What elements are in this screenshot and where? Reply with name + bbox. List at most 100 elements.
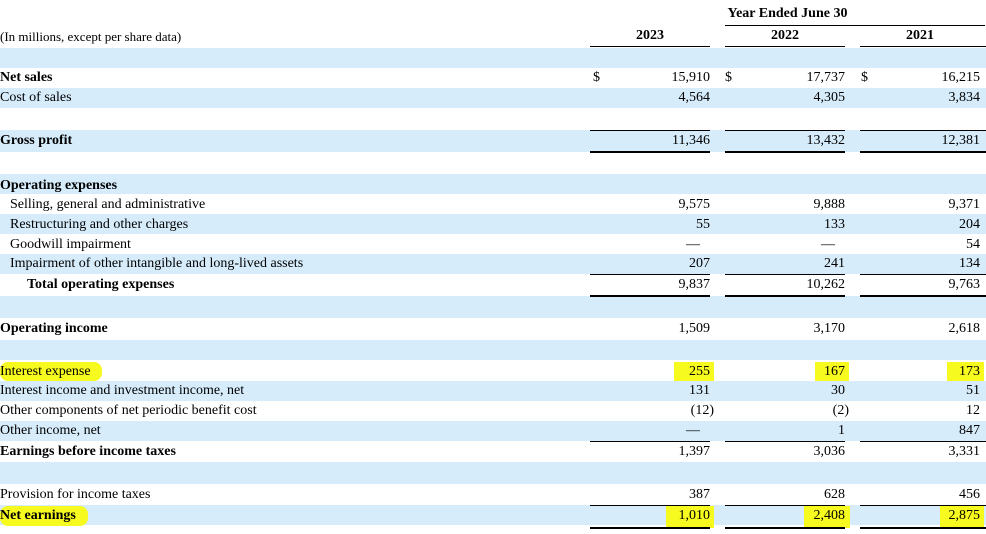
band	[0, 214, 986, 234]
rule	[860, 130, 986, 131]
table-row-total-operating-expenses: Total operating expenses 9,837 10,262 9,…	[0, 275, 986, 295]
double-rule	[860, 151, 986, 153]
value-2021: 12	[966, 403, 980, 418]
highlight-mark	[815, 362, 849, 381]
rule	[860, 274, 986, 275]
value-2021: 9,763	[948, 277, 981, 292]
row-label: Goodwill impairment	[10, 237, 131, 252]
value-2023: —	[686, 237, 700, 252]
value-2022: 167	[824, 364, 845, 379]
value-2022: 17,737	[806, 70, 846, 85]
row-label: Cost of sales	[0, 90, 72, 105]
value-2021: 2,875	[948, 508, 981, 523]
table-row-sga: Selling, general and administrative 9,57…	[0, 195, 986, 215]
value-2021: 12,381	[941, 133, 981, 148]
section-heading: Operating expenses	[0, 178, 118, 193]
band	[0, 421, 986, 441]
value-2023: 9,575	[678, 197, 711, 212]
double-rule	[725, 295, 845, 297]
value-2021: 3,331	[948, 444, 981, 459]
value-2023: 1,397	[678, 444, 711, 459]
value-2022: 628	[824, 487, 845, 502]
double-rule	[725, 527, 845, 529]
double-rule	[590, 527, 710, 529]
double-rule	[860, 295, 986, 297]
value-2021: 134	[959, 256, 980, 271]
value-2023: —	[686, 423, 700, 438]
currency-symbol: $	[861, 70, 868, 85]
value-2023: 131	[689, 383, 710, 398]
row-label: Interest income and investment income, n…	[0, 383, 245, 398]
rule	[860, 505, 986, 506]
value-2022: 241	[824, 256, 845, 271]
highlight-mark	[674, 362, 714, 381]
rule	[725, 441, 845, 442]
value-2022: —	[821, 237, 835, 252]
band	[0, 462, 986, 484]
band	[0, 254, 986, 274]
band	[0, 48, 986, 68]
band	[0, 130, 986, 152]
row-label: Provision for income taxes	[0, 487, 151, 502]
row-label: Operating income	[0, 321, 108, 336]
value-2023: 9,837	[678, 277, 711, 292]
table-row-goodwill-impairment: Goodwill impairment — — 54	[0, 235, 986, 255]
table-row-cost-of-sales: Cost of sales 4,564 4,305 3,834	[0, 88, 986, 108]
row-label: Restructuring and other charges	[10, 217, 189, 232]
table-row-restructuring: Restructuring and other charges 55 133 2…	[0, 215, 986, 235]
header-underline-2021	[860, 46, 986, 47]
header-underline-2023	[590, 46, 710, 47]
table-row-other-components: Other components of net periodic benefit…	[0, 401, 986, 421]
value-2023: 15,910	[671, 70, 711, 85]
table-row-interest-expense: Interest expense 255 167 173	[0, 362, 986, 382]
table-row-provision: Provision for income taxes 387 628 456	[0, 485, 986, 505]
rule	[590, 441, 710, 442]
band	[0, 505, 986, 525]
table-row-gross-profit: Gross profit 11,346 13,432 12,381	[0, 131, 986, 151]
double-rule	[860, 527, 986, 529]
table-row-operating-expenses-header: Operating expenses	[0, 176, 986, 196]
double-rule	[590, 295, 710, 297]
value-2021: 2,618	[948, 321, 981, 336]
value-2021: 204	[959, 217, 980, 232]
value-2023: 1,010	[678, 508, 711, 523]
value-2022: 3,170	[813, 321, 846, 336]
band	[0, 174, 986, 194]
value-2022: 3,036	[813, 444, 846, 459]
band	[0, 88, 986, 108]
value-2021: 54	[966, 237, 980, 252]
value-2022: 9,888	[813, 197, 846, 212]
row-label: Gross profit	[0, 133, 73, 148]
value-2022: (2)	[832, 403, 849, 418]
value-2023: (12)	[690, 403, 714, 418]
value-2021: 16,215	[941, 70, 981, 85]
value-2023: 207	[689, 256, 710, 271]
double-rule	[725, 151, 845, 153]
table-row-net-earnings: Net earnings 1,010 2,408 2,875	[0, 506, 986, 526]
value-2021: 3,834	[948, 90, 981, 105]
row-label: Interest expense	[0, 364, 91, 379]
row-label: Earnings before income taxes	[0, 444, 176, 459]
table-row-other-income: Other income, net — 1 847	[0, 421, 986, 441]
table-row-earnings-before-taxes: Earnings before income taxes 1,397 3,036…	[0, 442, 986, 462]
band	[0, 381, 986, 401]
value-2021: 847	[959, 423, 980, 438]
rule	[590, 274, 710, 275]
currency-symbol: $	[725, 70, 732, 85]
table-row-operating-income: Operating income 1,509 3,170 2,618	[0, 319, 986, 339]
highlight-mark	[804, 506, 850, 528]
row-label: Selling, general and administrative	[10, 197, 206, 212]
value-2021: 9,371	[948, 197, 981, 212]
value-2021: 173	[959, 364, 980, 379]
year-2022-header: 2022	[771, 28, 799, 43]
year-2021-header: 2021	[906, 28, 934, 43]
rule	[725, 130, 845, 131]
table-row-net-sales: Net sales $ $ $ 15,910 17,737 16,215	[0, 68, 986, 88]
header-underline-2022	[725, 46, 845, 47]
band	[0, 296, 986, 318]
row-label: Net earnings	[0, 508, 76, 523]
value-2023: 255	[689, 364, 710, 379]
value-2023: 55	[696, 217, 710, 232]
rule	[860, 441, 986, 442]
highlight-mark	[0, 506, 88, 526]
